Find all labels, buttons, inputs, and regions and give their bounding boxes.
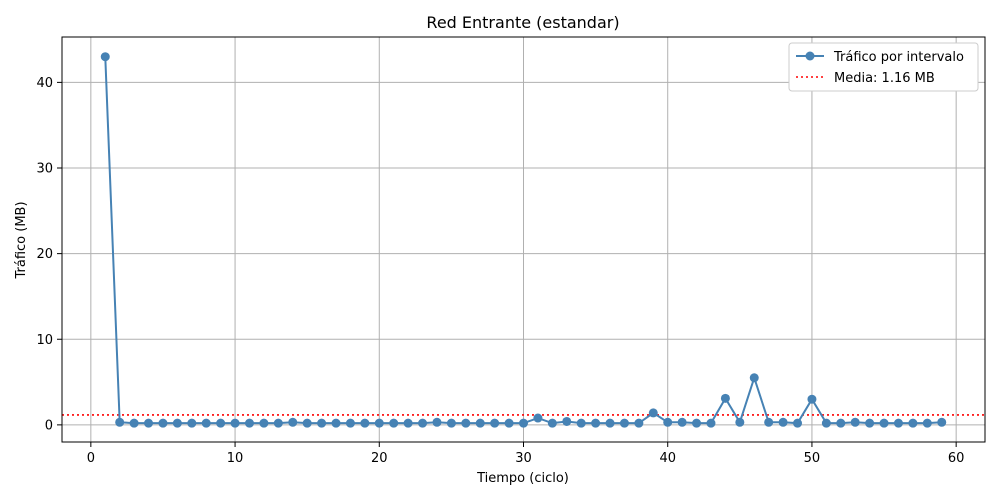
legend: Tráfico por intervalo Media: 1.16 MB <box>788 42 979 92</box>
data-point <box>273 418 283 428</box>
legend-series-marker <box>805 51 815 61</box>
x-tick-label: 40 <box>659 451 676 466</box>
data-point <box>288 417 298 427</box>
y-tick-label: 40 <box>36 76 53 91</box>
x-tick-label: 10 <box>227 451 244 466</box>
legend-box <box>788 42 979 92</box>
x-tick-label: 60 <box>948 451 965 466</box>
legend-mean-label: Media: 1.16 MB <box>834 71 935 86</box>
data-point <box>836 418 846 428</box>
data-point <box>475 418 485 428</box>
data-point <box>461 418 471 428</box>
data-point <box>821 418 831 428</box>
data-point <box>735 417 745 427</box>
data-point <box>100 52 110 62</box>
data-point <box>129 418 139 428</box>
y-tick-label: 30 <box>36 162 53 177</box>
chart-title: Red Entrante (estandar) <box>426 13 619 32</box>
data-point <box>778 417 788 427</box>
grid <box>62 37 985 442</box>
data-point <box>706 418 716 428</box>
x-tick-label: 30 <box>515 451 532 466</box>
data-point <box>619 418 629 428</box>
series-layer <box>100 52 947 428</box>
data-point <box>865 418 875 428</box>
ticks: 0 10 20 30 40 50 60 0 10 20 30 40 <box>36 76 964 466</box>
data-point <box>562 416 572 426</box>
data-point <box>389 418 399 428</box>
data-point <box>331 418 341 428</box>
data-point <box>504 418 514 428</box>
data-point <box>490 418 500 428</box>
data-point <box>345 418 355 428</box>
data-point <box>677 417 687 427</box>
data-point <box>432 417 442 427</box>
data-point <box>793 418 803 428</box>
data-point <box>216 418 226 428</box>
x-axis-label: Tiempo (ciclo) <box>476 471 569 486</box>
data-point <box>244 418 254 428</box>
data-point <box>591 418 601 428</box>
data-point <box>922 418 932 428</box>
data-point <box>374 418 384 428</box>
data-point <box>519 418 528 428</box>
data-point <box>720 393 730 403</box>
x-tick-label: 20 <box>371 451 388 466</box>
data-point <box>908 418 918 428</box>
data-point <box>533 413 543 423</box>
y-tick-label: 0 <box>45 418 53 433</box>
data-point <box>201 418 211 428</box>
y-axis-label: Tráfico (MB) <box>14 201 29 279</box>
data-point <box>317 418 327 428</box>
x-tick-label: 50 <box>804 451 821 466</box>
data-point <box>605 418 615 428</box>
data-point <box>850 417 860 427</box>
data-point <box>692 418 702 428</box>
data-point <box>360 418 370 428</box>
data-point <box>172 418 182 428</box>
data-point <box>403 418 413 428</box>
data-point <box>648 408 658 418</box>
x-tick-label: 0 <box>87 451 95 466</box>
y-tick-label: 20 <box>36 247 53 262</box>
data-point <box>749 373 759 383</box>
data-point <box>634 418 644 428</box>
data-point <box>937 417 947 427</box>
data-point <box>115 417 125 427</box>
data-point <box>187 418 197 428</box>
data-point <box>302 418 312 428</box>
data-point <box>879 418 889 428</box>
data-point <box>576 418 586 428</box>
data-point <box>418 418 428 428</box>
data-point <box>663 417 673 427</box>
data-point <box>144 418 154 428</box>
data-point <box>446 418 456 428</box>
data-point <box>259 418 269 428</box>
data-point <box>807 394 817 404</box>
legend-series-label: Tráfico por intervalo <box>833 50 964 65</box>
data-point <box>764 417 774 427</box>
data-point <box>547 418 557 428</box>
data-point <box>158 418 168 428</box>
y-tick-label: 10 <box>36 333 53 348</box>
data-point <box>230 418 240 428</box>
data-point <box>893 418 903 428</box>
